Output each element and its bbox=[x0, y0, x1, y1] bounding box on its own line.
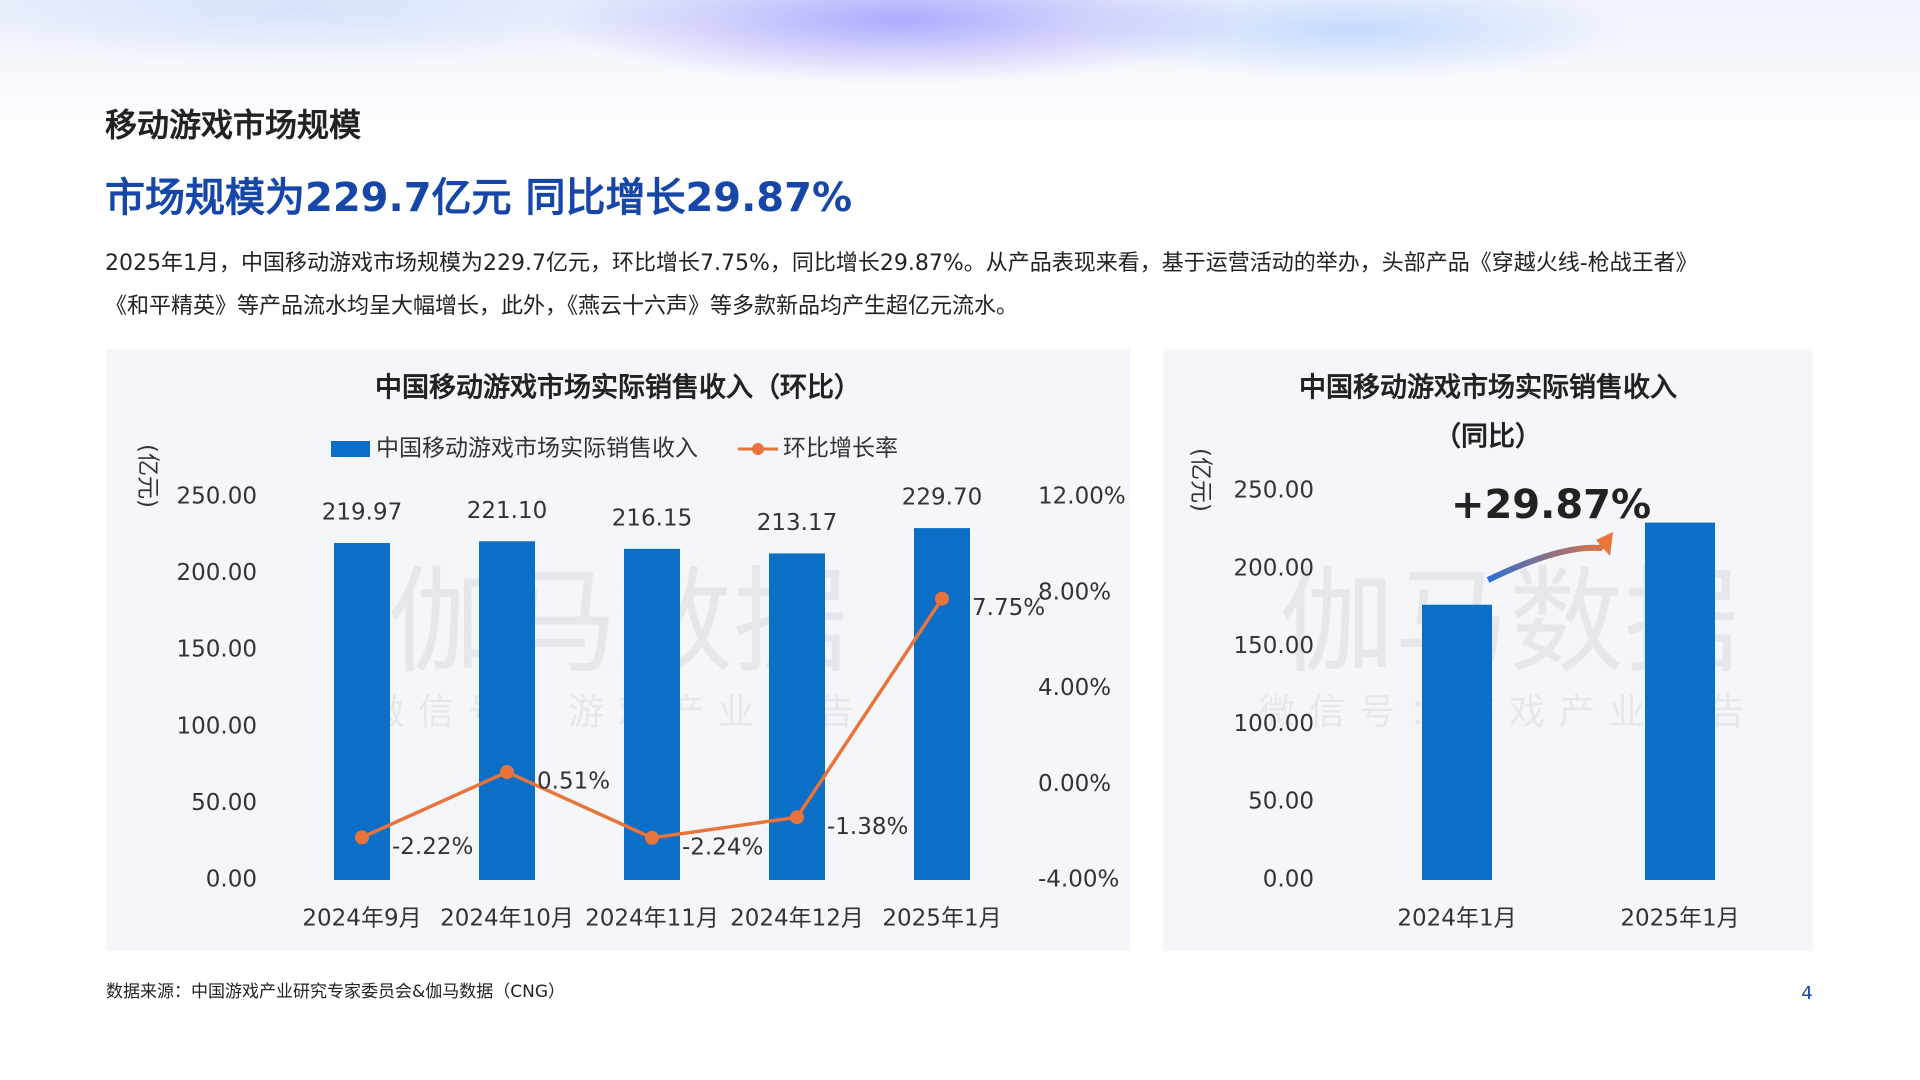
growth-arrow bbox=[1486, 536, 1613, 583]
data-label: -2.22% bbox=[392, 834, 473, 860]
x-tick-label: 2024年12月 bbox=[730, 906, 864, 932]
y-tick-label: 250.00 bbox=[1234, 478, 1314, 504]
y-tick-label: 0.00 bbox=[1263, 867, 1314, 893]
line-marker bbox=[935, 591, 949, 606]
y-tick-label: 250.00 bbox=[177, 484, 257, 510]
y-axis-label: (亿元) bbox=[135, 444, 161, 508]
body-line: 《和平精英》等产品流水均呈大幅增长，此外，《燕云十六声》等多款新品均产生超亿元流… bbox=[105, 294, 1018, 319]
bar bbox=[334, 543, 390, 880]
y-tick-label: 50.00 bbox=[1248, 789, 1314, 815]
arrow-head bbox=[1596, 532, 1613, 556]
bar bbox=[914, 528, 970, 880]
x-tick-label: 2024年10月 bbox=[440, 906, 574, 932]
page-title: 移动游戏市场规模 bbox=[105, 106, 361, 144]
bar bbox=[624, 548, 680, 880]
y2-tick-label: 4.00% bbox=[1038, 675, 1111, 701]
chart-title: 中国移动游戏市场实际销售收入 bbox=[1299, 372, 1677, 404]
bar bbox=[1422, 604, 1492, 880]
source: 数据来源：中国游戏产业研究专家委员会&伽马数据（CNG） bbox=[106, 982, 565, 1002]
line-marker bbox=[355, 830, 369, 845]
line-marker bbox=[500, 765, 514, 780]
y-tick-label: 200.00 bbox=[177, 560, 257, 586]
y-tick-label: 100.00 bbox=[177, 713, 257, 739]
data-label: -2.24% bbox=[682, 834, 763, 860]
x-tick-label: 2024年9月 bbox=[302, 906, 421, 932]
y2-tick-label: 12.00% bbox=[1038, 484, 1126, 510]
y-tick-label: 100.00 bbox=[1234, 711, 1314, 737]
legend-label: 中国移动游戏市场实际销售收入 bbox=[376, 436, 698, 462]
data-label: 0.51% bbox=[537, 769, 610, 795]
data-label: -1.38% bbox=[827, 814, 908, 840]
legend-label: 环比增长率 bbox=[783, 436, 898, 462]
data-label: 229.70 bbox=[902, 485, 982, 511]
y-tick-label: 200.00 bbox=[1234, 555, 1314, 581]
x-tick-label: 2024年1月 bbox=[1397, 906, 1516, 932]
line-marker bbox=[790, 810, 804, 825]
y-tick-label: 150.00 bbox=[1234, 633, 1314, 659]
data-label: 216.15 bbox=[612, 505, 692, 531]
y-tick-label: 0.00 bbox=[206, 867, 257, 893]
y2-tick-label: 0.00% bbox=[1038, 771, 1111, 797]
line-marker bbox=[645, 830, 659, 845]
y-axis-label: (亿元) bbox=[1188, 448, 1214, 512]
bar bbox=[1645, 522, 1715, 880]
body-line: 2025年1月，中国移动游戏市场规模为229.7亿元，环比增长7.75%，同比增… bbox=[105, 251, 1698, 276]
page-number: 4 bbox=[1801, 983, 1812, 1004]
headline: 市场规模为229.7亿元 同比增长29.87% bbox=[105, 175, 852, 221]
y2-tick-label: -4.00% bbox=[1038, 867, 1119, 893]
chart-title: 中国移动游戏市场实际销售收入（环比） bbox=[375, 372, 861, 404]
data-label: 221.10 bbox=[467, 498, 547, 524]
x-tick-label: 2025年1月 bbox=[882, 906, 1001, 932]
bar bbox=[479, 541, 535, 880]
data-label: 7.75% bbox=[972, 595, 1045, 621]
y2-tick-label: 8.00% bbox=[1038, 579, 1111, 605]
annotation: +29.87% bbox=[1451, 482, 1651, 528]
legend-swatch bbox=[752, 443, 764, 455]
x-tick-label: 2024年11月 bbox=[585, 906, 719, 932]
y-tick-label: 50.00 bbox=[191, 790, 257, 816]
header-background bbox=[0, 0, 1920, 150]
legend-swatch bbox=[331, 441, 370, 457]
data-label: 219.97 bbox=[322, 500, 402, 526]
bar bbox=[769, 553, 825, 880]
chart-title: （同比） bbox=[1434, 422, 1542, 453]
x-tick-label: 2025年1月 bbox=[1620, 906, 1739, 932]
y-tick-label: 150.00 bbox=[177, 637, 257, 663]
data-label: 213.17 bbox=[757, 510, 837, 536]
